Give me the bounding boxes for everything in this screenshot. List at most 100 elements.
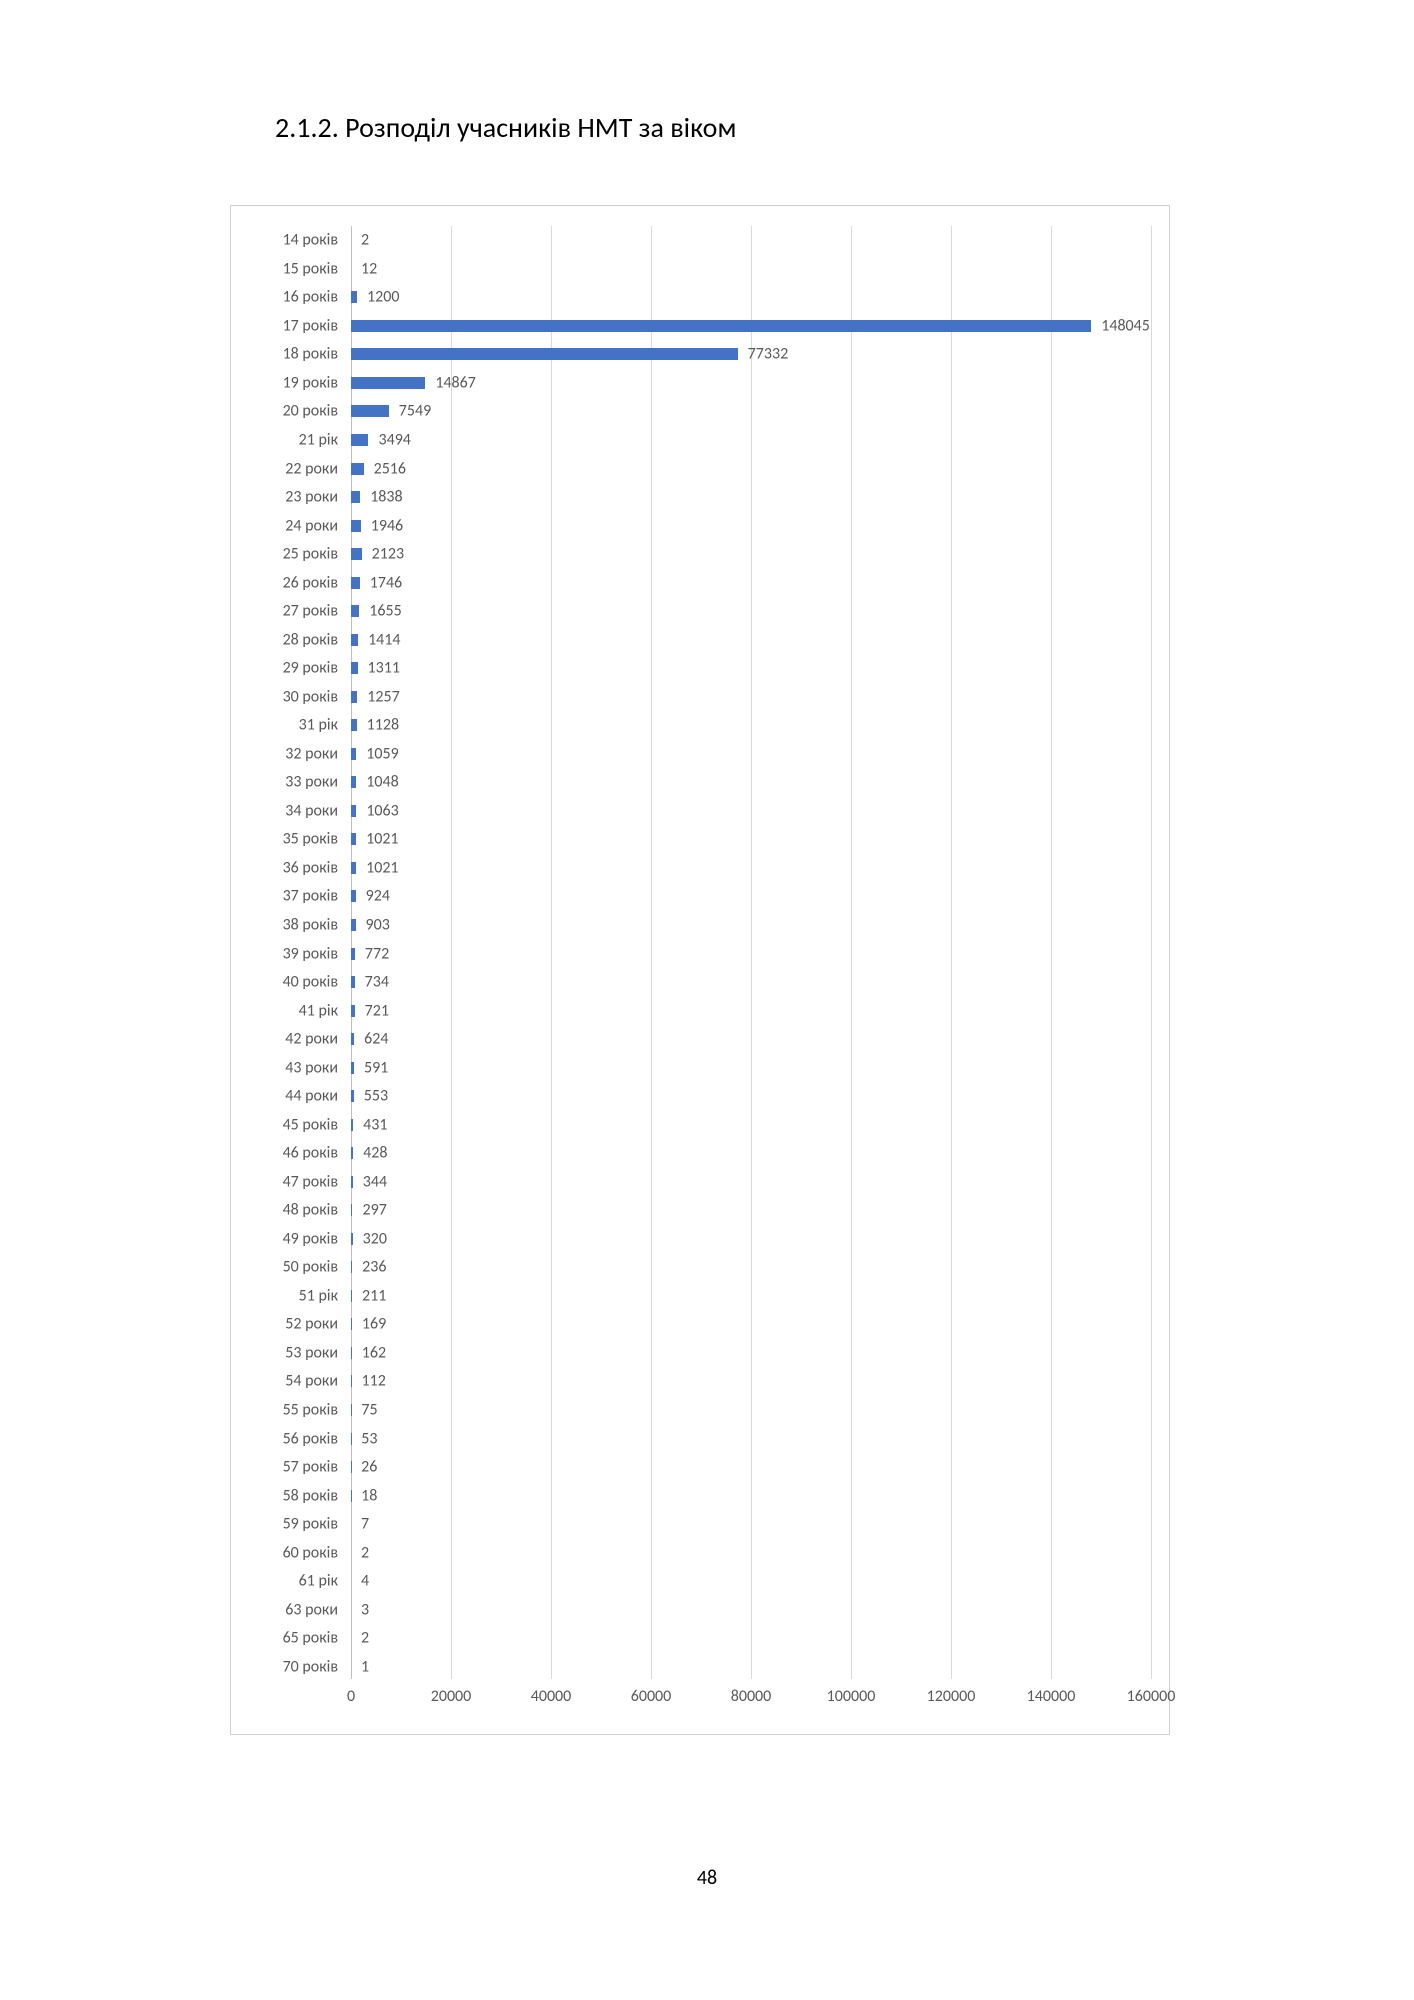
x-tick-label: 20000 <box>431 1687 472 1706</box>
bar <box>351 348 738 360</box>
y-category-label: 28 років <box>283 630 338 649</box>
bar <box>351 434 368 446</box>
bar <box>351 520 361 532</box>
y-category-label: 70 років <box>283 1657 338 1676</box>
y-category-label: 25 років <box>283 545 338 564</box>
y-category-label: 46 років <box>283 1144 338 1163</box>
bar-value-label: 1257 <box>367 687 399 706</box>
bar-value-label: 1021 <box>366 858 398 877</box>
bar <box>351 320 1091 332</box>
y-category-label: 49 років <box>283 1229 338 1248</box>
bar <box>351 1119 353 1131</box>
x-tick-label: 100000 <box>827 1687 876 1706</box>
bar <box>351 833 356 845</box>
grid-line <box>751 226 752 1679</box>
bar-value-label: 2 <box>361 231 369 250</box>
bar <box>351 634 358 646</box>
bar <box>351 1318 352 1330</box>
bar-value-label: 721 <box>365 1001 389 1020</box>
bar-value-label: 14867 <box>435 373 476 392</box>
bar-value-label: 1059 <box>366 744 398 763</box>
bar <box>351 1375 352 1387</box>
bar-value-label: 26 <box>361 1458 377 1477</box>
y-category-label: 37 років <box>283 887 338 906</box>
bar-value-label: 320 <box>363 1229 387 1248</box>
bar-value-label: 624 <box>364 1030 388 1049</box>
bar-value-label: 591 <box>364 1058 388 1077</box>
bar <box>351 719 357 731</box>
bar <box>351 377 425 389</box>
age-distribution-chart: 14 років15 років16 років17 років18 років… <box>230 205 1170 1735</box>
y-category-label: 36 років <box>283 858 338 877</box>
bar-value-label: 2 <box>361 1543 369 1562</box>
bar-value-label: 772 <box>365 944 389 963</box>
plot-area: 2121200148045773321486775493494251618381… <box>351 226 1149 1679</box>
grid-line <box>1151 226 1152 1679</box>
y-category-label: 57 років <box>283 1458 338 1477</box>
y-category-label: 59 років <box>283 1515 338 1534</box>
y-category-label: 26 років <box>283 573 338 592</box>
bar <box>351 1062 354 1074</box>
bar-value-label: 53 <box>361 1429 377 1448</box>
bar-value-label: 1311 <box>368 659 400 678</box>
y-category-label: 45 років <box>283 1115 338 1134</box>
y-category-label: 40 років <box>283 973 338 992</box>
y-category-label: 56 років <box>283 1429 338 1448</box>
bar <box>351 463 364 475</box>
y-category-label: 43 роки <box>285 1058 338 1077</box>
x-tick-label: 120000 <box>927 1687 976 1706</box>
y-category-label: 61 рік <box>299 1572 338 1591</box>
bar-value-label: 77332 <box>748 345 789 364</box>
y-category-label: 24 роки <box>285 516 338 535</box>
bar <box>351 577 360 589</box>
bar <box>351 1033 354 1045</box>
grid-line <box>951 226 952 1679</box>
y-category-label: 51 рік <box>299 1286 338 1305</box>
y-category-label: 47 років <box>283 1172 338 1191</box>
bar-value-label: 903 <box>366 915 390 934</box>
bar <box>351 1005 355 1017</box>
y-category-label: 54 роки <box>285 1372 338 1391</box>
y-category-label: 23 роки <box>285 488 338 507</box>
bar-value-label: 553 <box>364 1087 388 1106</box>
bar-value-label: 431 <box>363 1115 387 1134</box>
bar-value-label: 2516 <box>374 459 406 478</box>
y-category-label: 33 роки <box>285 773 338 792</box>
section-heading: 2.1.2. Розподіл учасників НМТ за віком <box>275 110 1414 145</box>
bar <box>351 691 357 703</box>
bar <box>351 405 389 417</box>
bar-value-label: 7 <box>361 1515 369 1534</box>
bar <box>351 1347 352 1359</box>
y-category-label: 27 років <box>283 602 338 621</box>
grid-line <box>551 226 552 1679</box>
bar <box>351 1233 353 1245</box>
bar-value-label: 1746 <box>370 573 402 592</box>
bar <box>351 291 357 303</box>
bar-value-label: 1021 <box>366 830 398 849</box>
bar <box>351 862 356 874</box>
x-axis: 0200004000060000800001000001200001400001… <box>351 1679 1149 1734</box>
y-category-label: 31 рік <box>299 716 338 735</box>
y-category-label: 32 роки <box>285 744 338 763</box>
y-category-label: 19 років <box>283 373 338 392</box>
y-category-label: 21 рік <box>299 430 338 449</box>
y-category-label: 18 років <box>283 345 338 364</box>
bar <box>351 919 356 931</box>
bar <box>351 890 356 902</box>
bar <box>351 662 358 674</box>
y-category-label: 63 роки <box>285 1600 338 1619</box>
bar-value-label: 428 <box>363 1144 387 1163</box>
bar <box>351 1204 352 1216</box>
bar-value-label: 1838 <box>370 488 402 507</box>
y-category-label: 41 рік <box>299 1001 338 1020</box>
y-category-label: 22 роки <box>285 459 338 478</box>
bar <box>351 605 359 617</box>
grid-line <box>851 226 852 1679</box>
bar-value-label: 211 <box>362 1286 386 1305</box>
bar-value-label: 12 <box>361 259 377 278</box>
y-axis-labels: 14 років15 років16 років17 років18 років… <box>231 226 346 1679</box>
x-tick-label: 140000 <box>1027 1687 1076 1706</box>
bar-value-label: 3494 <box>378 430 410 449</box>
bar <box>351 491 360 503</box>
x-tick-label: 60000 <box>631 1687 672 1706</box>
